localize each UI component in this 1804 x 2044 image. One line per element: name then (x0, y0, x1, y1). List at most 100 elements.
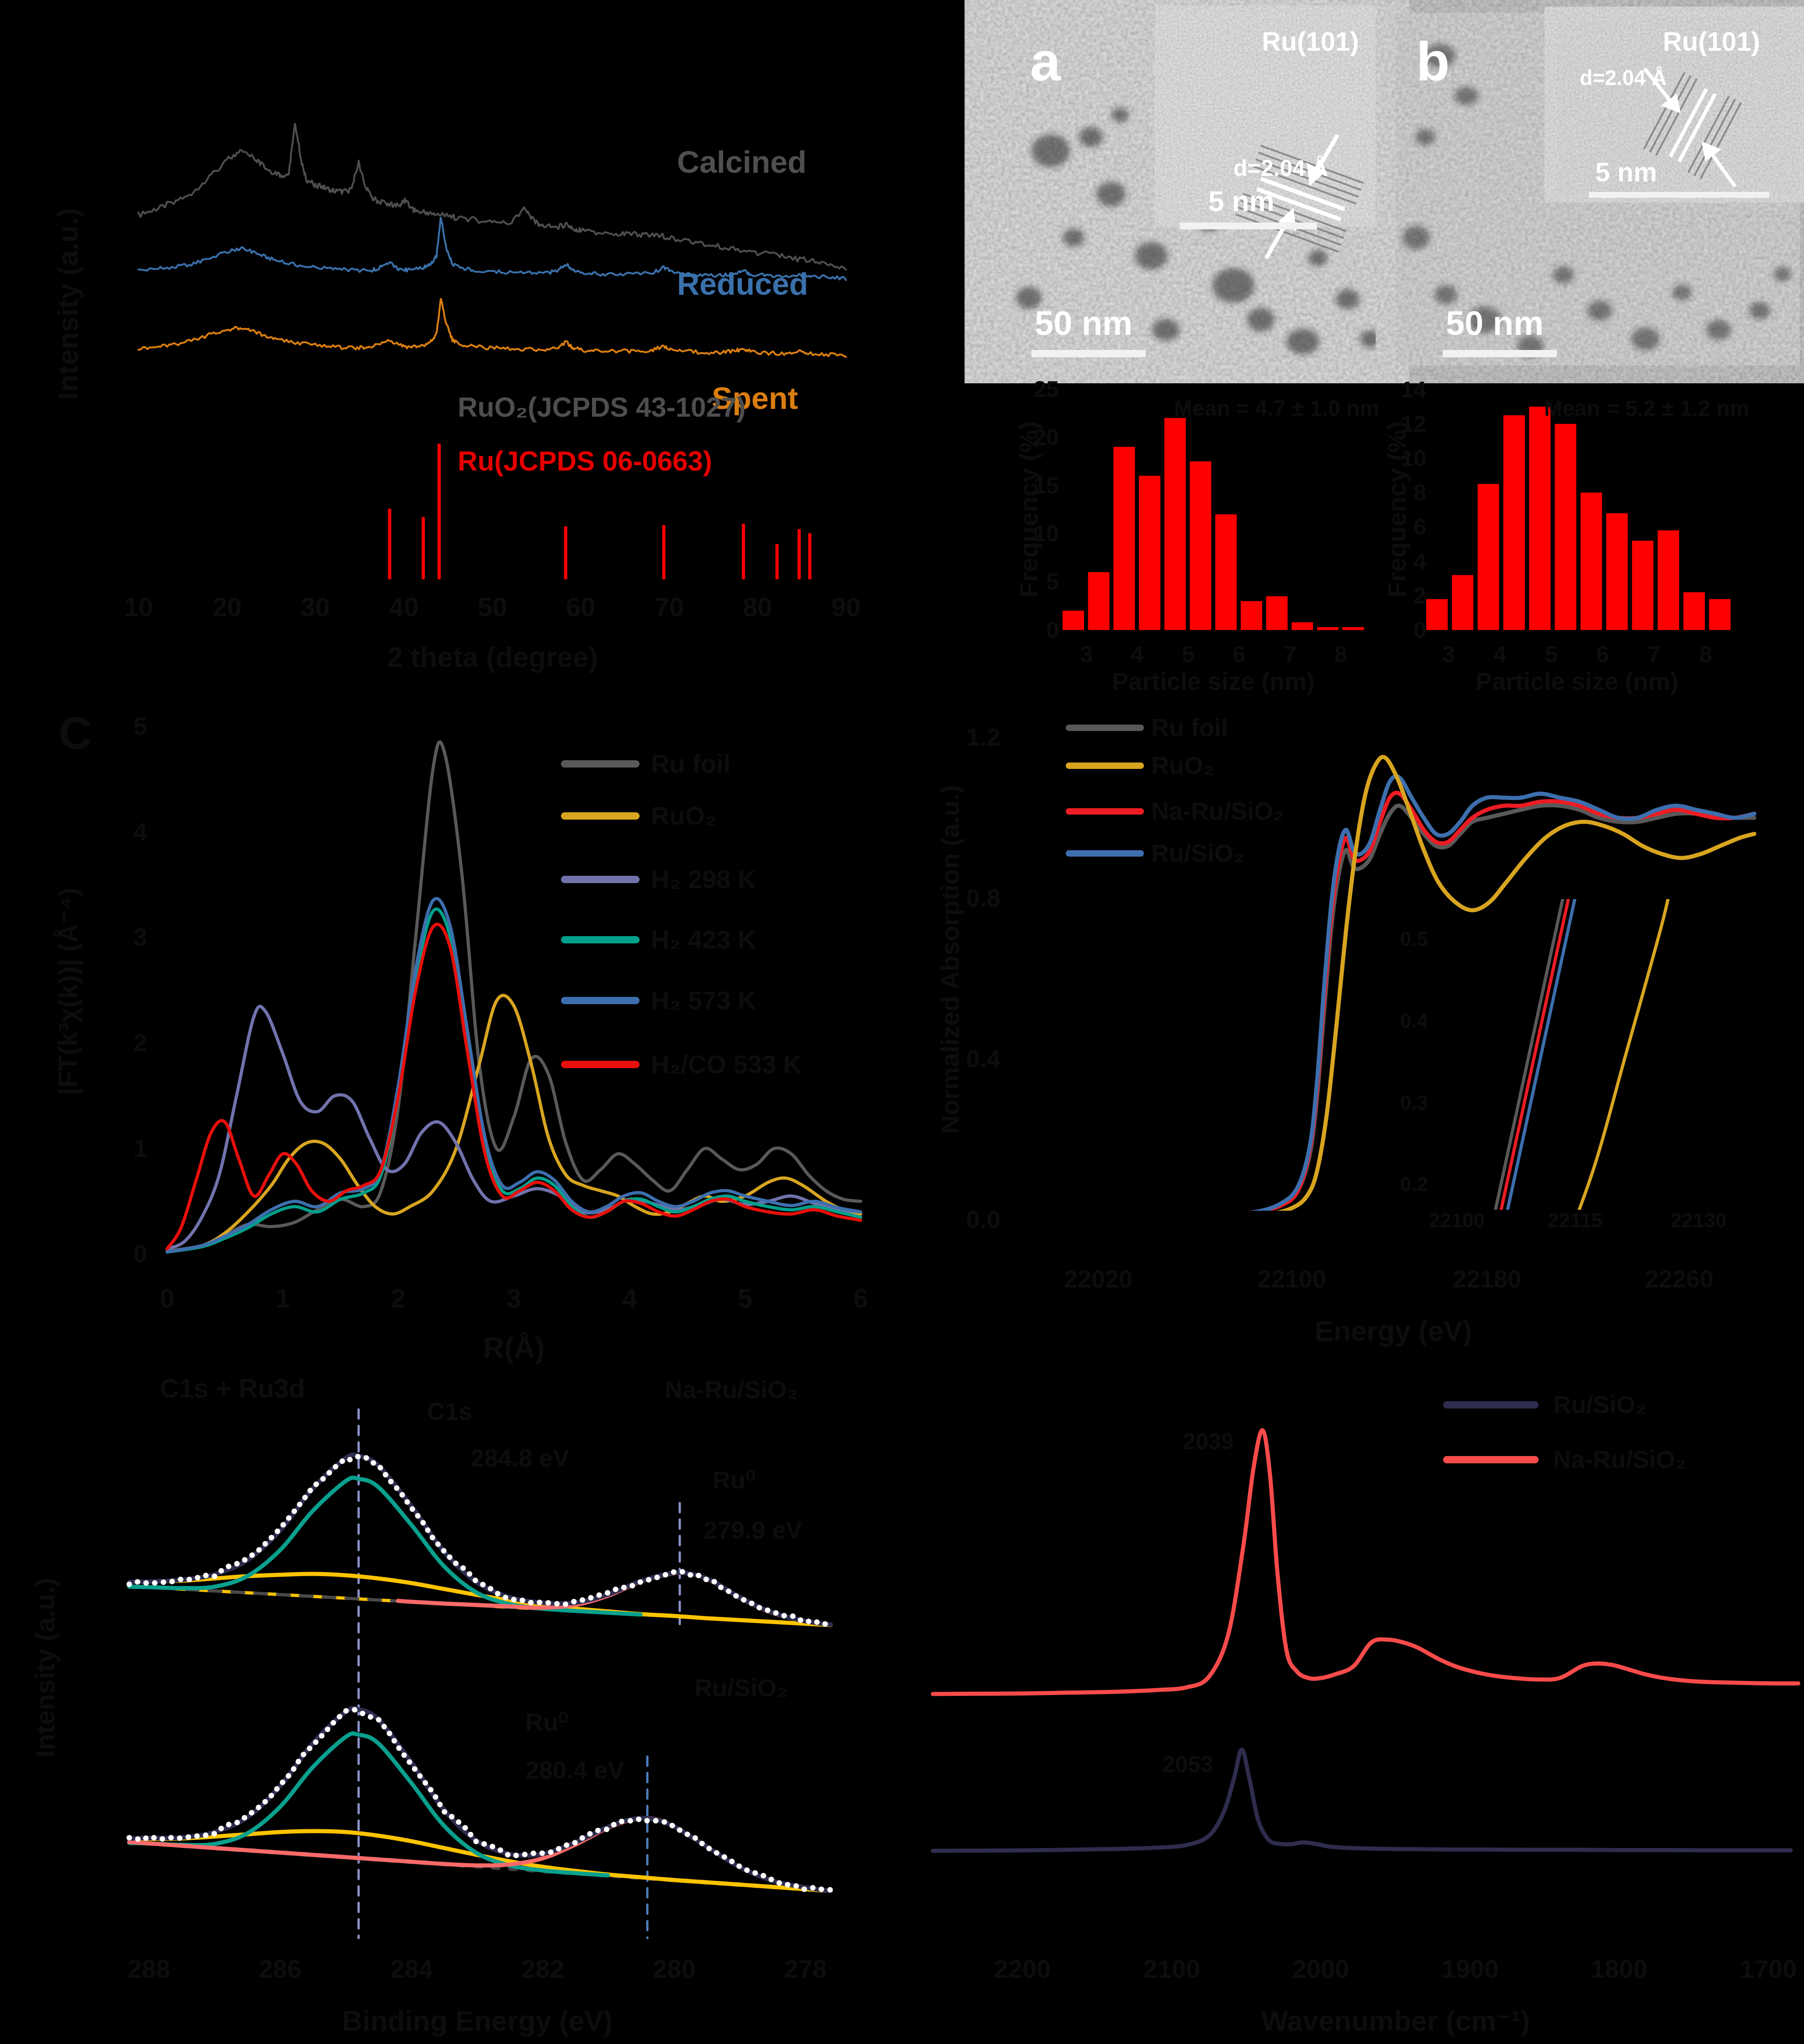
exafs-xtick: 0 (159, 1284, 175, 1313)
xanes-ytick: 0.4 (966, 1045, 1000, 1073)
tem-b-scale-label: 50 nm (1446, 304, 1544, 342)
xrd-series-label-reduced: Reduced (677, 267, 809, 302)
xanes-legend-label: RuO₂ (1151, 752, 1214, 779)
hist-b-bar (1426, 599, 1448, 630)
hist-b-bar (1529, 407, 1551, 630)
exafs-legend-label: RuO₂ (651, 801, 717, 830)
drifts-xlabel: Wavenumber (cm⁻¹) (1261, 2006, 1530, 2037)
tem-b-inset (1557, 16, 1800, 198)
xps-upper-teal (127, 1475, 643, 1617)
xrd-series-label-spent: Spent (712, 381, 798, 416)
exafs-ytick: 3 (133, 924, 147, 951)
xanes-inset-xtick: 22130 (1670, 1209, 1727, 1232)
lattice-fringes (1643, 72, 1742, 180)
hist-a-bar (1063, 610, 1084, 630)
tem-a-image (985, 13, 1389, 365)
xanes-inset-ytick: 0.5 (1400, 928, 1428, 950)
hist-a-ytick: 15 (1033, 473, 1059, 498)
xrd-ref-ru-label: Ru(JCPDS 06-0663) (458, 446, 712, 477)
xrd-xtick: 80 (742, 593, 772, 622)
hist-b-bar (1657, 530, 1679, 630)
xanes-ru-sio2 (1250, 774, 1756, 1211)
hist-b-bar (1477, 484, 1499, 630)
hist-a-ytick: 0 (1046, 617, 1059, 643)
hist-b-ytick: 2 (1413, 583, 1426, 609)
xps-lower-data-dots (126, 1707, 834, 1893)
xrd-xtick: 10 (123, 593, 153, 622)
drifts-peak-label: 2039 (1183, 1429, 1234, 1454)
tem-b-image (1396, 13, 1800, 365)
exafs-legend-label: Ru foil (651, 749, 731, 778)
drifts-xtick: 2200 (994, 1954, 1051, 1983)
xanes-inset-xtick: 22115 (1548, 1209, 1603, 1232)
hist-b-bar (1606, 513, 1628, 630)
exafs-xtick: 6 (853, 1284, 868, 1313)
drifts-xtick: 2100 (1143, 1954, 1201, 1983)
hist-b-bar (1709, 599, 1731, 630)
tem-a-dspacing-label: d=2.04 Å (1233, 155, 1328, 181)
hist-a-xtick: 6 (1233, 641, 1245, 667)
xrd-spent (138, 298, 847, 358)
hist-a-xtick: 7 (1284, 641, 1296, 667)
tem-b-scalebar (1443, 350, 1557, 357)
xps-upper-ru0-ev: 279.9 eV (704, 1517, 803, 1544)
hist-a-bar (1088, 572, 1110, 630)
hist-a-xtick: 8 (1334, 641, 1347, 667)
xanes-ru-foil (1249, 803, 1756, 1211)
exafs-legend-label: H₂/CO 533 K (651, 1050, 802, 1079)
tem-b-inset-scale-label: 5 nm (1595, 158, 1657, 187)
xrd-reduced (138, 217, 847, 281)
xps-lower-teal (127, 1731, 610, 1878)
xrd-xtick: 20 (212, 593, 242, 622)
hist-a-bar (1317, 627, 1338, 630)
hist-a-xtick: 4 (1131, 641, 1143, 667)
hist-b-ytick: 12 (1401, 411, 1426, 437)
xps-upper-salmon (396, 1571, 833, 1627)
xps-c1s-ev: 284.8 eV (471, 1445, 570, 1472)
tem-b-dspacing-label: d=2.04 Å (1580, 66, 1667, 90)
drifts-xtick: 1800 (1590, 1954, 1648, 1983)
hist-b-xtick: 8 (1699, 641, 1712, 667)
exafs-ytick: 2 (133, 1029, 147, 1057)
xanes-xtick: 22020 (1063, 1266, 1133, 1293)
hist-a-ytick: 20 (1033, 424, 1059, 450)
tem-a-scalebar (1032, 350, 1146, 357)
exafs-ru-foil (165, 740, 862, 1253)
tem-a-inset (1166, 16, 1389, 259)
exafs-xtick: 5 (737, 1284, 753, 1313)
drifts-legend-label: Na-Ru/SiO₂ (1553, 1446, 1687, 1473)
xps-upper-data-dots (126, 1454, 834, 1627)
hist-b-ytick: 14 (1401, 377, 1426, 402)
exafs-xtick: 4 (622, 1284, 637, 1313)
hist-a-bar (1240, 601, 1262, 630)
hist-b-xtick: 5 (1545, 641, 1558, 667)
xps-upper-envelope (127, 1452, 833, 1627)
tem-a-scale-label: 50 nm (1035, 304, 1132, 342)
hist-b-bar (1683, 592, 1705, 630)
drifts-na-ru-sio2 (931, 1428, 1800, 1696)
xps-xtick: 288 (127, 1954, 170, 1983)
xrd-series-label-calcined: Calcined (677, 145, 807, 180)
xanes-inset-ru-sio2 (1506, 899, 1577, 1210)
hist-b-bar (1503, 415, 1525, 630)
hist-b-mean: Mean = 5.2 ± 1.2 nm (1544, 397, 1750, 421)
xps-xtick: 284 (390, 1954, 433, 1983)
xanes-ytick: 0.8 (966, 884, 1000, 912)
tem-b-letter: b (1416, 31, 1450, 92)
xps-ylabel: Intensity (a.u.) (31, 1578, 60, 1758)
exafs-legend-label: H₂ 298 K (651, 865, 757, 894)
exafs-ytick: 0 (133, 1240, 147, 1268)
xps-lower-ru0-ev: 280.4 eV (525, 1757, 624, 1784)
exafs-xtick: 3 (506, 1284, 522, 1313)
drifts-legend-label: Ru/SiO₂ (1553, 1391, 1647, 1419)
hist-b-ytick: 6 (1413, 514, 1426, 540)
xanes-xtick: 22180 (1452, 1266, 1522, 1293)
hist-a-bar (1113, 447, 1135, 630)
hist-b-bar (1632, 540, 1654, 630)
inset-scalebar (1589, 192, 1769, 198)
xanes-xtick: 22100 (1257, 1266, 1327, 1293)
xanes-legend-label: Ru foil (1151, 714, 1228, 741)
tem-a-inset-scale-label: 5 nm (1208, 186, 1275, 217)
